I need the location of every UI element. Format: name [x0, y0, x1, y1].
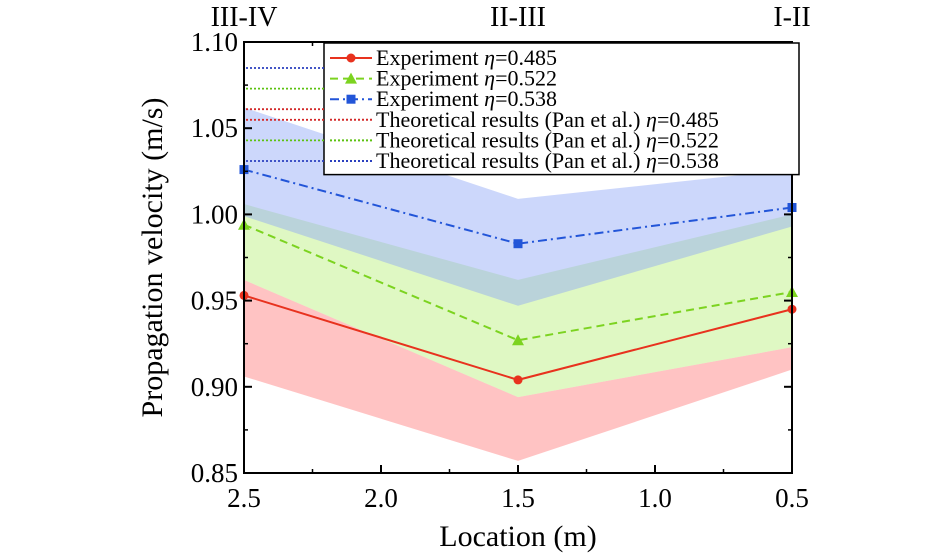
y-tick-label: 1.00 — [191, 199, 238, 229]
axis-ticks: 2.5 2.0 1.5 1.0 0.5 0.85 0.90 0.95 1.00 1.05 1.10 — [191, 27, 809, 513]
band-0.522 — [244, 204, 792, 398]
series-line-0.522 — [243, 223, 793, 342]
data-point — [512, 334, 524, 346]
legend-marker — [345, 72, 357, 84]
location-label: I-II — [773, 2, 810, 33]
y-tick-label: 0.90 — [191, 372, 238, 402]
data-point — [513, 375, 523, 385]
legend-label: Experiment η=0.522 — [376, 66, 557, 91]
legend-label: Theoretical results (Pan et al.) η=0.538 — [376, 148, 719, 173]
legend-box — [323, 42, 800, 176]
x-tick-label: 2.5 — [227, 483, 261, 513]
x-tick-label: 1.5 — [501, 483, 535, 513]
x-tick-label: 1.0 — [638, 483, 672, 513]
y-tick-label: 0.95 — [191, 286, 238, 316]
y-tick-label: 0.85 — [191, 458, 238, 488]
data-point — [513, 239, 523, 249]
location-labels: III-IV II-III I-II — [211, 2, 811, 33]
legend-label: Theoretical results (Pan et al.) η=0.522 — [376, 127, 719, 152]
location-label: II-III — [490, 2, 546, 33]
band-0.485 — [244, 279, 792, 461]
legend-label: Experiment η=0.538 — [376, 86, 557, 111]
legend-label: Experiment η=0.485 — [376, 45, 557, 70]
y-tick-label: 1.10 — [191, 27, 238, 57]
x-axis-label: Location (m) — [439, 520, 596, 553]
legend-label: Theoretical results (Pan et al.) η=0.485 — [376, 107, 719, 132]
x-tick-label: 2.0 — [364, 483, 398, 513]
legend-marker — [346, 53, 356, 63]
x-tick-label: 0.5 — [775, 483, 809, 513]
location-label: III-IV — [211, 2, 278, 33]
y-tick-label: 1.05 — [191, 113, 238, 143]
legend-marker — [346, 94, 356, 104]
y-axis-label: Propagation velocity (m/s) — [136, 98, 169, 418]
